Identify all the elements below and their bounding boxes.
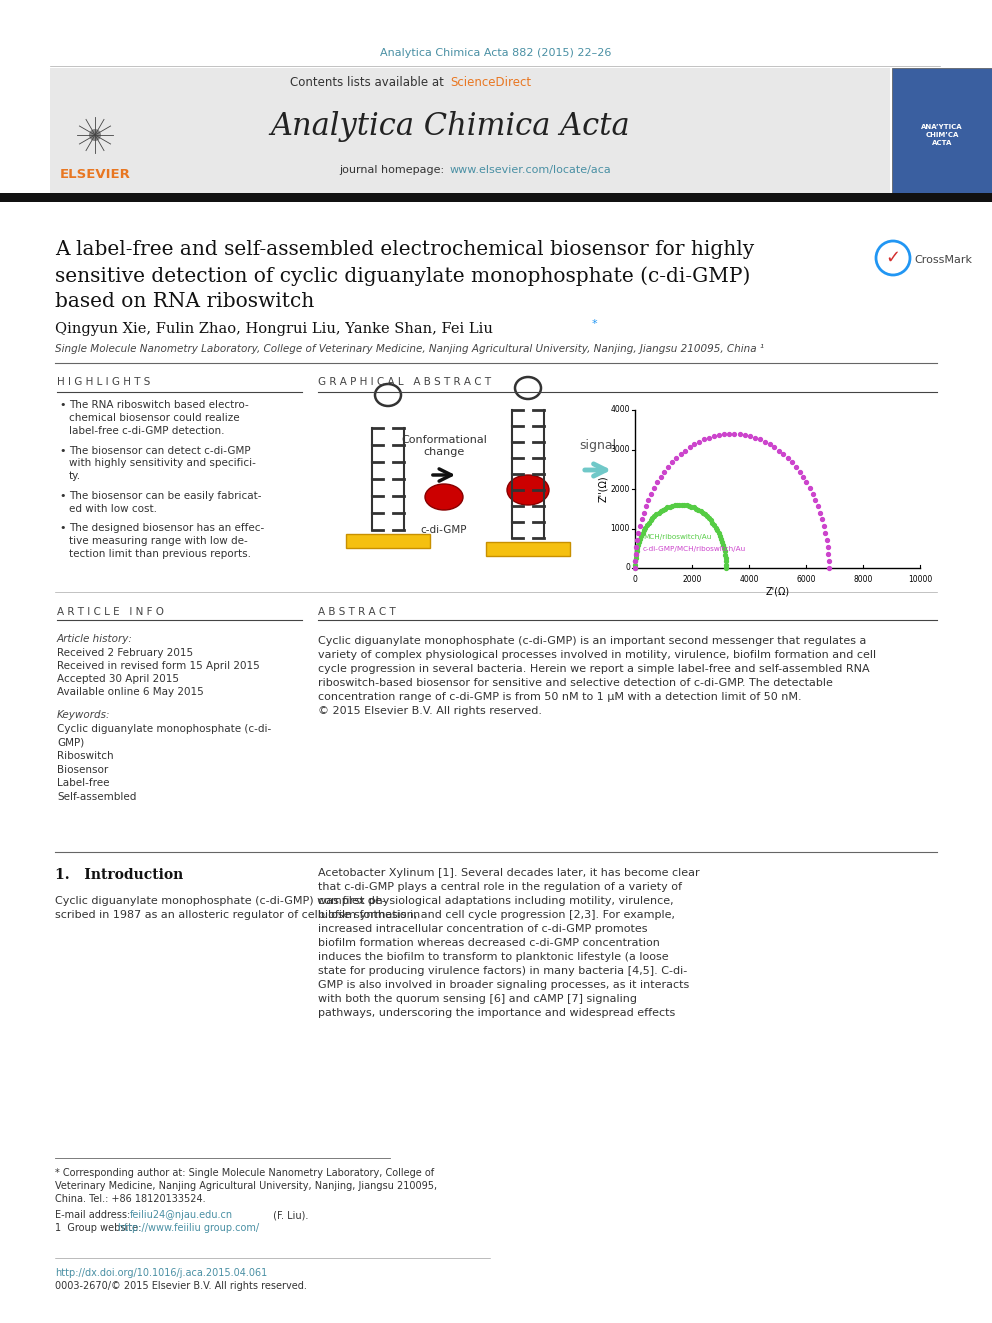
Text: 0: 0	[633, 576, 638, 583]
Text: ScienceDirect: ScienceDirect	[450, 75, 531, 89]
Text: Analytica Chimica Acta: Analytica Chimica Acta	[270, 111, 630, 143]
Text: Cyclic diguanylate monophosphate (c-di-GMP) is an important second messenger tha: Cyclic diguanylate monophosphate (c-di-G…	[318, 636, 876, 716]
Text: 2000: 2000	[682, 576, 701, 583]
Text: The designed biosensor has an effec-
tive measuring range with low de-
tection l: The designed biosensor has an effec- tiv…	[69, 523, 264, 558]
Text: 1000: 1000	[611, 524, 630, 533]
Text: Acetobacter Xylinum [1]. Several decades later, it has become clear
that c-di-GM: Acetobacter Xylinum [1]. Several decades…	[318, 868, 699, 1017]
Text: Received in revised form 15 April 2015: Received in revised form 15 April 2015	[57, 662, 260, 671]
Text: http://dx.doi.org/10.1016/j.aca.2015.04.061: http://dx.doi.org/10.1016/j.aca.2015.04.…	[55, 1267, 267, 1278]
Text: Article history:: Article history:	[57, 634, 133, 644]
Text: A R T I C L E   I N F O: A R T I C L E I N F O	[57, 607, 164, 617]
Text: Z'(Ω): Z'(Ω)	[766, 586, 790, 595]
Text: Accepted 30 April 2015: Accepted 30 April 2015	[57, 673, 179, 684]
Text: The biosensor can be easily fabricat-
ed with low cost.: The biosensor can be easily fabricat- ed…	[69, 491, 262, 513]
Text: H I G H L I G H T S: H I G H L I G H T S	[57, 377, 151, 388]
Text: 3000: 3000	[610, 445, 630, 454]
Text: Keywords:: Keywords:	[57, 710, 110, 720]
Text: The biosensor can detect c-di-GMP
with highly sensitivity and specifici-
ty.: The biosensor can detect c-di-GMP with h…	[69, 446, 256, 482]
Text: 8000: 8000	[853, 576, 873, 583]
Text: http://www.feiiliu group.com/: http://www.feiiliu group.com/	[118, 1222, 259, 1233]
Text: Single Molecule Nanometry Laboratory, College of Veterinary Medicine, Nanjing Ag: Single Molecule Nanometry Laboratory, Co…	[55, 344, 764, 355]
Circle shape	[876, 241, 910, 275]
Bar	[486, 542, 570, 556]
Text: 6000: 6000	[797, 576, 815, 583]
Text: 1  Group website:: 1 Group website:	[55, 1222, 145, 1233]
Text: journal homepage:: journal homepage:	[339, 165, 448, 175]
Text: •: •	[59, 400, 65, 410]
Text: signal: signal	[579, 439, 617, 452]
Text: E-mail address:: E-mail address:	[55, 1211, 133, 1220]
Bar	[0, 193, 992, 202]
Text: •: •	[59, 491, 65, 501]
Text: CrossMark: CrossMark	[914, 255, 972, 265]
Text: c-di-GMP: c-di-GMP	[421, 525, 467, 534]
Text: (F. Liu).: (F. Liu).	[270, 1211, 309, 1220]
Text: Qingyun Xie, Fulin Zhao, Hongrui Liu, Yanke Shan, Fei Liu: Qingyun Xie, Fulin Zhao, Hongrui Liu, Ya…	[55, 321, 498, 336]
Text: Cyclic diguanylate monophosphate (c-di-GMP) was first de-
scribed in 1987 as an : Cyclic diguanylate monophosphate (c-di-G…	[55, 896, 421, 919]
Text: MCH/riboswitch/Au: MCH/riboswitch/Au	[643, 534, 711, 540]
Text: 0003-2670/© 2015 Elsevier B.V. All rights reserved.: 0003-2670/© 2015 Elsevier B.V. All right…	[55, 1281, 307, 1291]
Text: ✓: ✓	[886, 249, 901, 267]
Text: 4000: 4000	[739, 576, 759, 583]
Text: feiliu24@njau.edu.cn: feiliu24@njau.edu.cn	[130, 1211, 233, 1220]
Text: Received 2 February 2015: Received 2 February 2015	[57, 648, 193, 658]
Text: A B S T R A C T: A B S T R A C T	[318, 607, 396, 617]
Text: •: •	[59, 523, 65, 533]
Ellipse shape	[507, 475, 549, 505]
Text: Cyclic diguanylate monophosphate (c-di-
GMP)
Riboswitch
Biosensor
Label-free
Sel: Cyclic diguanylate monophosphate (c-di- …	[57, 724, 271, 802]
Text: Z''(Ω): Z''(Ω)	[598, 476, 608, 503]
Bar	[346, 534, 430, 548]
Text: *: *	[592, 319, 597, 329]
Text: Available online 6 May 2015: Available online 6 May 2015	[57, 687, 203, 697]
Circle shape	[89, 130, 101, 142]
Text: Contents lists available at: Contents lists available at	[291, 75, 448, 89]
Text: ELSEVIER: ELSEVIER	[60, 168, 130, 181]
Text: c-di-GMP/MCH/riboswitch/Au: c-di-GMP/MCH/riboswitch/Au	[643, 546, 746, 552]
Text: www.elsevier.com/locate/aca: www.elsevier.com/locate/aca	[450, 165, 612, 175]
Text: A label-free and self-assembled electrochemical biosensor for highly
sensitive d: A label-free and self-assembled electroc…	[55, 239, 754, 311]
Text: 4000: 4000	[610, 406, 630, 414]
Text: 0: 0	[625, 564, 630, 573]
Text: The RNA riboswitch based electro-
chemical biosensor could realize
label-free c-: The RNA riboswitch based electro- chemic…	[69, 400, 249, 435]
Text: * Corresponding author at: Single Molecule Nanometry Laboratory, College of
Vete: * Corresponding author at: Single Molecu…	[55, 1168, 437, 1204]
Text: G R A P H I C A L   A B S T R A C T: G R A P H I C A L A B S T R A C T	[318, 377, 491, 388]
Text: 10000: 10000	[908, 576, 932, 583]
Ellipse shape	[425, 484, 463, 509]
Text: 1.   Introduction: 1. Introduction	[55, 868, 184, 882]
Bar	[50, 67, 890, 196]
Text: Conformational
change: Conformational change	[401, 434, 487, 456]
Text: Analytica Chimica Acta 882 (2015) 22–26: Analytica Chimica Acta 882 (2015) 22–26	[380, 48, 612, 58]
Text: •: •	[59, 446, 65, 455]
Bar	[892, 67, 992, 196]
Text: 2000: 2000	[611, 484, 630, 493]
Text: ANA’YTICA
CHIM’CA
ACTA: ANA’YTICA CHIM’CA ACTA	[922, 124, 963, 146]
